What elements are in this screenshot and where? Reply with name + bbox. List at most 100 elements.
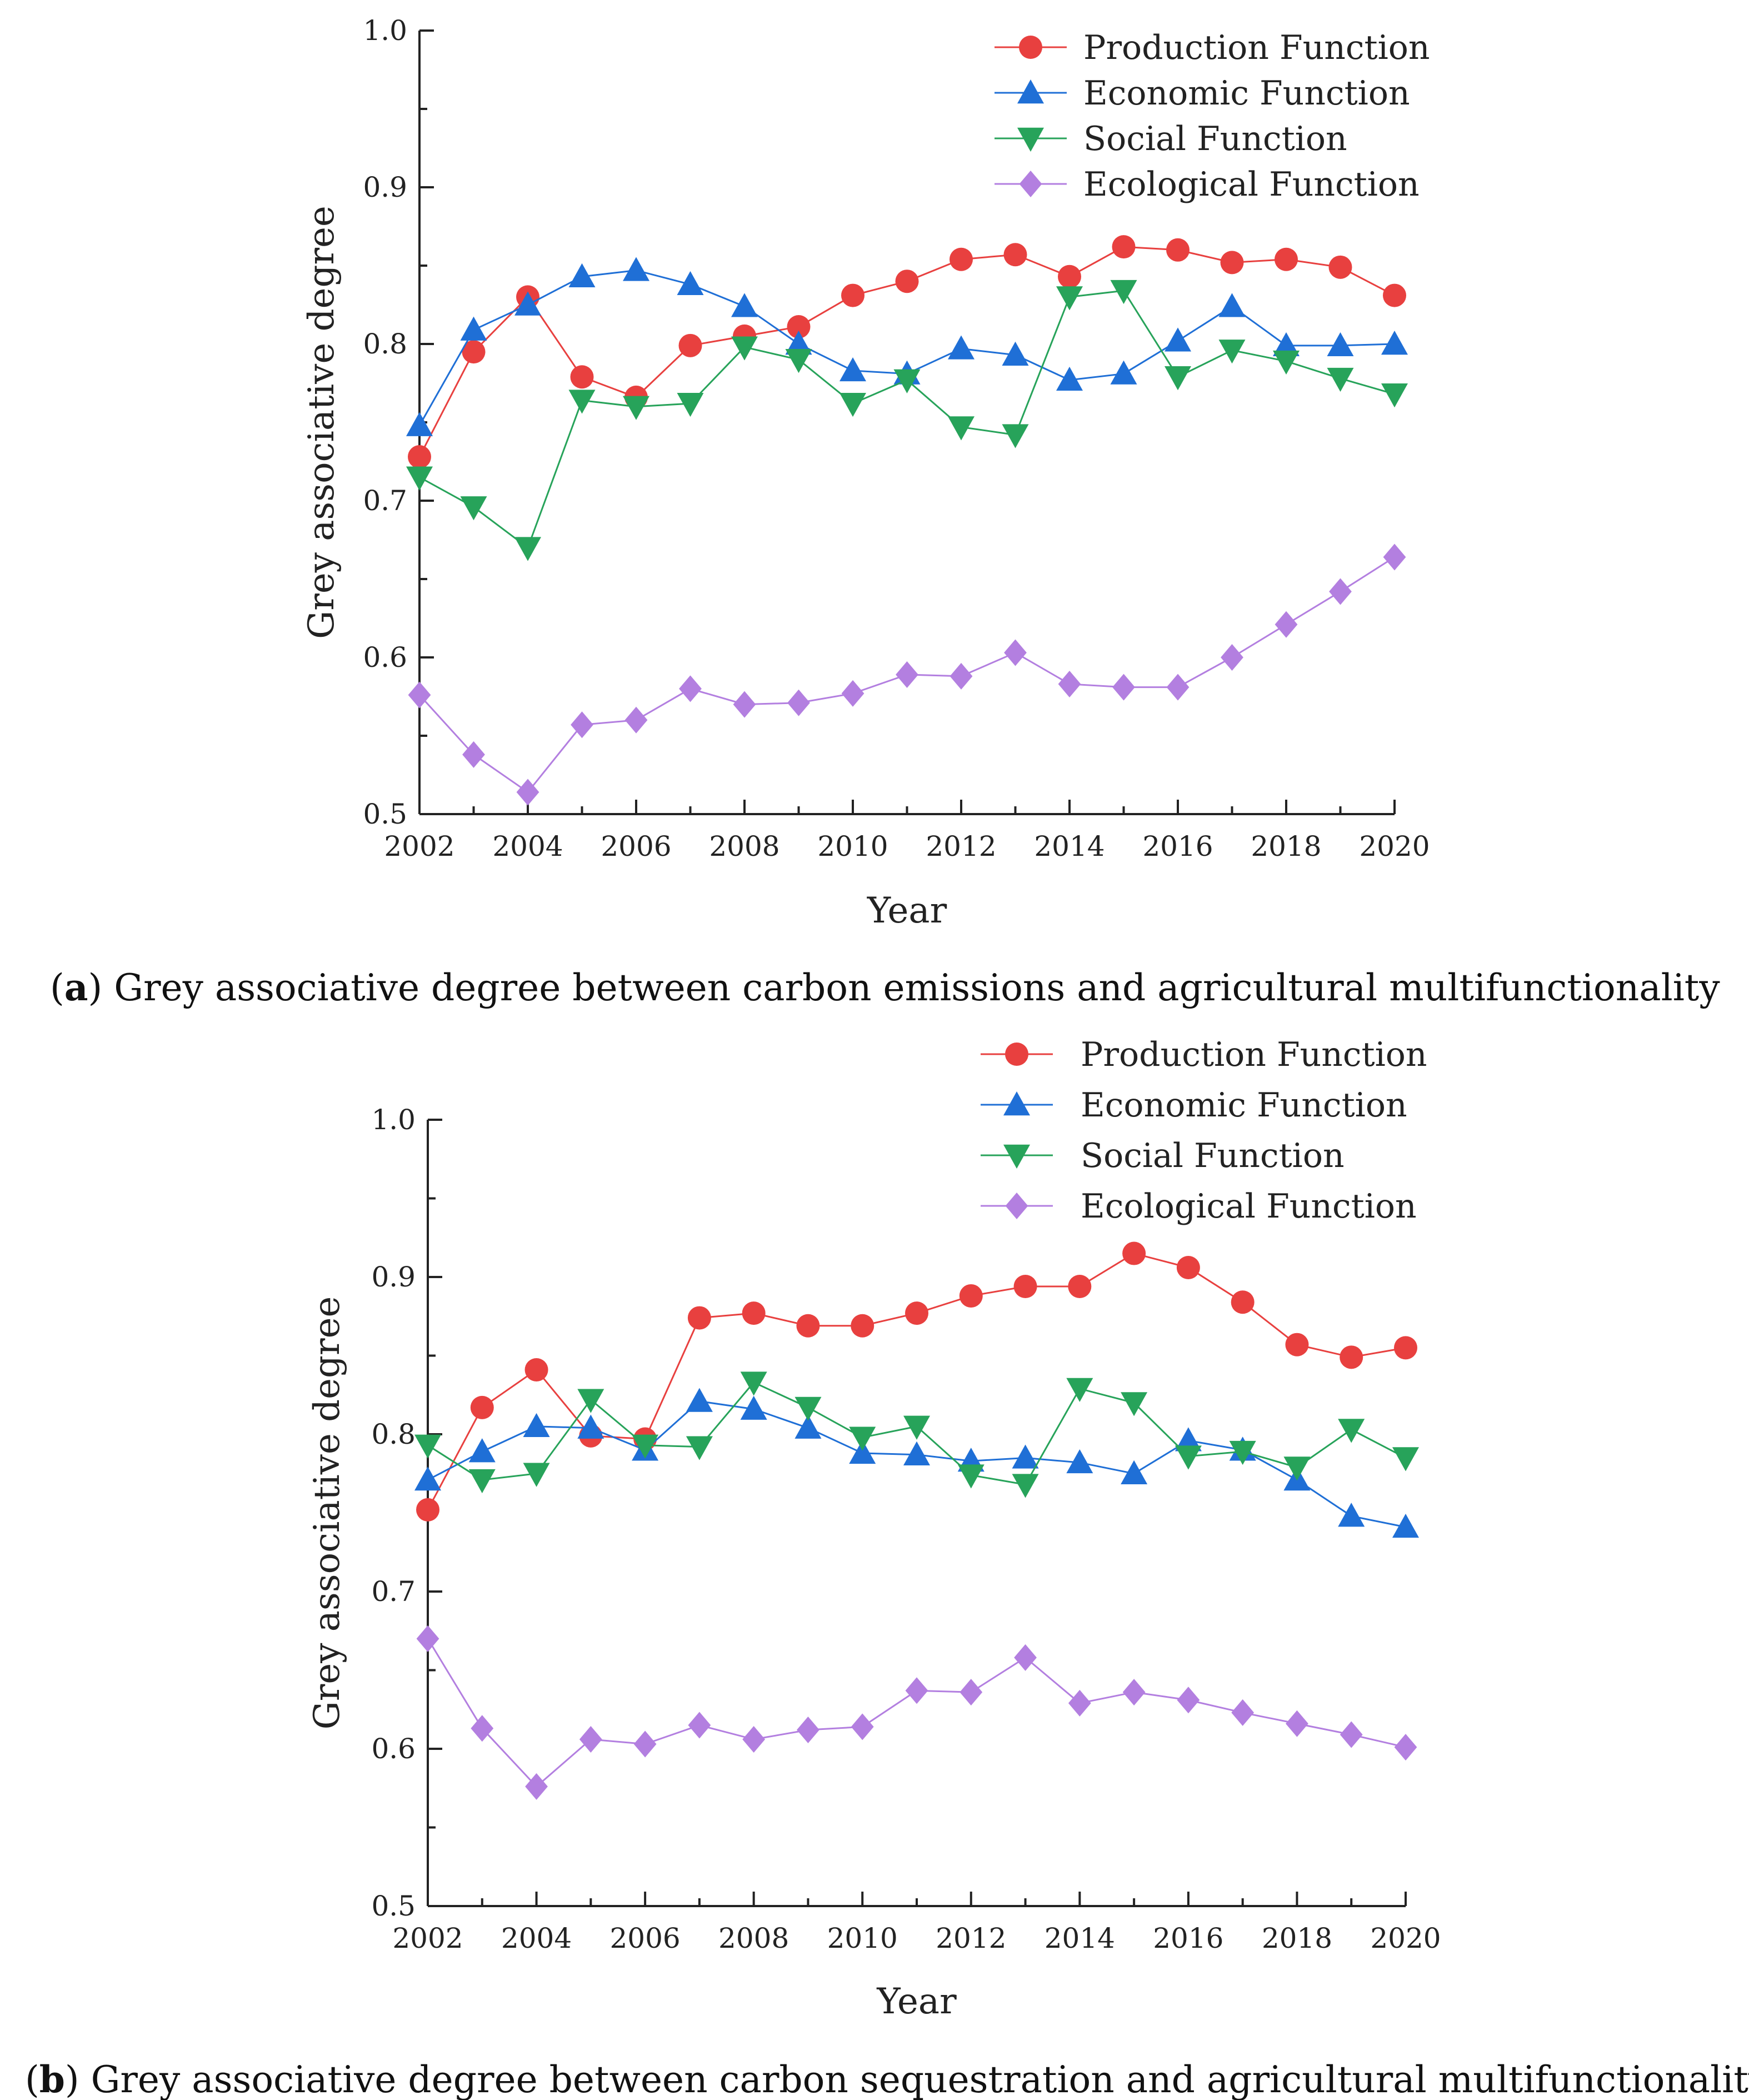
data-point — [525, 1773, 548, 1800]
series-social-function — [406, 280, 1408, 561]
legend-label: Ecological Function — [1081, 1187, 1417, 1226]
x-tick-label: 2012 — [926, 830, 996, 862]
data-point — [462, 741, 485, 768]
data-point — [688, 1712, 711, 1739]
data-point — [896, 661, 918, 689]
legend-entry: Economic Function — [995, 74, 1410, 113]
data-point — [731, 293, 758, 317]
series-production-function — [416, 1241, 1417, 1522]
data-point — [1328, 255, 1352, 279]
x-tick-label: 2018 — [1251, 830, 1321, 862]
data-point — [1231, 1290, 1255, 1314]
data-point — [1121, 1460, 1148, 1484]
series-social-function — [414, 1371, 1419, 1498]
data-point — [514, 537, 541, 561]
legend-label: Economic Function — [1081, 1086, 1407, 1125]
data-point — [849, 1426, 876, 1451]
y-tick-label: 0.8 — [363, 328, 407, 360]
data-point — [1068, 1274, 1092, 1298]
data-point — [950, 662, 973, 690]
data-point — [742, 1301, 766, 1325]
legend-entry: Social Function — [995, 119, 1347, 158]
data-point — [1340, 1721, 1363, 1748]
data-point — [787, 689, 810, 716]
data-point — [794, 1396, 822, 1421]
x-tick-label: 2014 — [1034, 830, 1105, 862]
data-point — [851, 1314, 874, 1338]
data-point — [408, 681, 431, 709]
y-tick-label: 0.8 — [371, 1418, 416, 1450]
data-point — [1338, 1419, 1365, 1443]
data-point — [460, 496, 487, 521]
data-point — [677, 271, 704, 296]
x-tick-label: 2020 — [1370, 1922, 1441, 1954]
data-point — [468, 1469, 496, 1494]
data-point — [895, 270, 919, 293]
y-tick-label: 1.0 — [371, 1104, 416, 1136]
data-point — [462, 340, 486, 364]
data-point — [785, 349, 812, 373]
y-tick-label: 0.7 — [371, 1575, 416, 1608]
data-point — [677, 392, 704, 417]
data-point — [1218, 293, 1246, 317]
data-point — [678, 333, 702, 357]
x-tick-label: 2014 — [1045, 1922, 1115, 1954]
data-point — [1275, 247, 1298, 271]
data-point — [1122, 1241, 1146, 1265]
data-point — [1175, 1427, 1202, 1451]
data-point — [740, 1371, 767, 1396]
y-tick-label: 1.0 — [363, 14, 407, 47]
legend-marker — [1005, 1042, 1028, 1066]
legend-marker — [1017, 127, 1044, 152]
legend-marker — [1003, 1144, 1030, 1169]
data-point — [959, 1284, 983, 1308]
y-axis-label: Grey associative degree — [307, 1296, 348, 1730]
figure-caption: (a) Grey associative degree between carb… — [50, 966, 1720, 1009]
chart-panel-b: 2002 2004 2006 2008 2010 2012 2014 2016 2018 2020… — [25, 1035, 1749, 2100]
data-point — [1068, 1689, 1091, 1717]
legend-entry: Economic Function — [981, 1086, 1407, 1125]
x-tick-label: 2004 — [501, 1922, 572, 1954]
data-point — [1383, 543, 1406, 571]
data-point — [414, 1466, 441, 1491]
data-point — [1003, 243, 1027, 267]
y-tick-label: 0.9 — [371, 1261, 416, 1293]
data-point — [893, 369, 921, 393]
data-point — [796, 1314, 820, 1338]
y-tick-label: 0.6 — [363, 641, 407, 674]
data-point — [1121, 1392, 1148, 1416]
series-ecological-function — [408, 543, 1406, 806]
data-point — [1338, 1503, 1365, 1527]
data-point — [1002, 424, 1029, 448]
x-tick-label: 2016 — [1142, 830, 1213, 862]
data-point — [957, 1464, 985, 1489]
data-point — [1231, 1699, 1255, 1726]
data-point — [1340, 1345, 1363, 1369]
y-tick-label: 0.5 — [363, 798, 407, 830]
y-tick-label: 0.9 — [363, 171, 407, 203]
data-point — [1329, 578, 1352, 605]
x-tick-label: 2012 — [936, 1922, 1006, 1954]
data-point — [905, 1301, 928, 1325]
data-point — [623, 257, 649, 281]
legend-marker — [1019, 36, 1042, 59]
data-point — [1381, 383, 1408, 408]
data-point — [905, 1677, 928, 1704]
series-economic-function — [414, 1388, 1419, 1538]
x-tick-label: 2008 — [709, 830, 779, 862]
data-point — [416, 1498, 439, 1522]
data-point — [1218, 340, 1246, 364]
legend-marker — [1017, 79, 1044, 104]
data-point — [733, 691, 756, 718]
data-point — [1166, 674, 1190, 701]
legend-entry: Production Function — [981, 1035, 1427, 1074]
data-point — [1394, 1734, 1417, 1761]
data-point — [623, 396, 649, 420]
data-point — [1066, 1378, 1093, 1402]
legend-label: Economic Function — [1083, 74, 1410, 113]
figure-caption: (b) Grey associative degree between carb… — [25, 2058, 1749, 2100]
legend-marker — [1003, 1091, 1030, 1116]
data-point — [406, 412, 433, 436]
data-point — [948, 416, 975, 441]
data-point — [523, 1463, 550, 1487]
